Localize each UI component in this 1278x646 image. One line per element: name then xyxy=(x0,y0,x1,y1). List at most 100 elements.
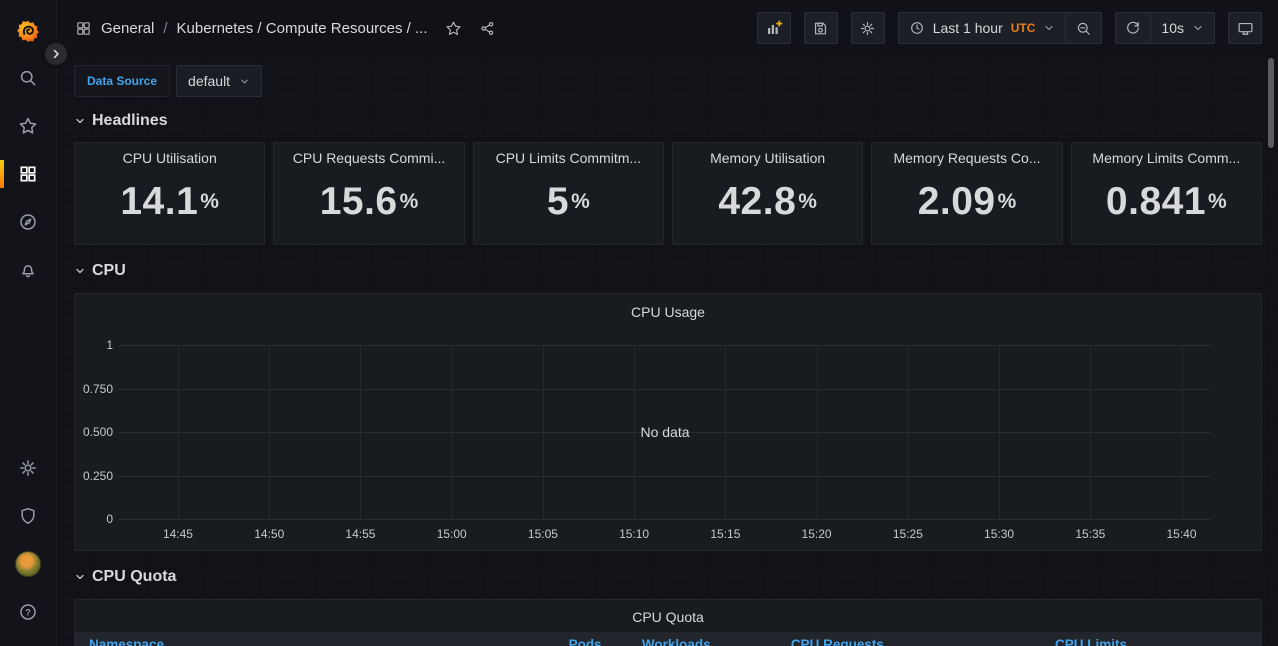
stat-panel-title: CPU Requests Commi... xyxy=(292,150,446,166)
chevron-down-icon xyxy=(74,571,86,583)
clock-icon xyxy=(910,22,923,34)
chevron-down-icon xyxy=(1043,22,1055,34)
user-avatar xyxy=(15,551,41,577)
grafana-logo[interactable] xyxy=(0,8,56,54)
sidebar-item-explore[interactable] xyxy=(0,198,56,246)
headlines-stats-row: CPU Utilisation 14.1% CPU Requests Commi… xyxy=(74,142,1262,245)
sidebar-item-search[interactable] xyxy=(0,54,56,102)
zoom-out-button[interactable] xyxy=(1066,13,1101,43)
apps-grid-icon xyxy=(75,20,92,37)
stat-panel-title: Memory Limits Comm... xyxy=(1092,150,1241,166)
chevron-down-icon xyxy=(239,76,250,87)
kiosk-mode-button[interactable] xyxy=(1228,12,1262,44)
star-dashboard-button[interactable] xyxy=(445,20,462,37)
section-title: CPU xyxy=(92,262,126,279)
shield-icon xyxy=(21,507,35,524)
breadcrumb-separator: / xyxy=(163,19,168,37)
help-circle-icon: ? xyxy=(20,604,36,620)
cpu-usage-chart-panel[interactable]: CPU Usage 1 0.750 0.500 0.250 0 xyxy=(74,293,1262,551)
column-header-pods[interactable]: Pods xyxy=(568,637,602,646)
datasource-variable-label[interactable]: Data Source xyxy=(74,65,171,97)
sidebar-item-server-admin[interactable] xyxy=(0,492,56,540)
x-tick: 15:40 xyxy=(1166,527,1197,541)
sidebar: ? xyxy=(0,0,57,646)
search-icon xyxy=(20,70,36,86)
y-tick: 0.750 xyxy=(82,381,113,396)
cpu-quota-table-panel[interactable]: CPU Quota Namespace Pods Workloads CPU R… xyxy=(74,599,1262,646)
stat-unit: % xyxy=(997,190,1017,213)
scrollbar-thumb[interactable] xyxy=(1268,58,1274,148)
monitor-icon xyxy=(1238,22,1252,35)
gear-icon xyxy=(20,460,36,476)
sidebar-item-profile[interactable] xyxy=(0,540,56,588)
x-tick: 14:55 xyxy=(345,527,376,541)
time-range-label: Last 1 hour xyxy=(932,20,1003,36)
stat-panel-title: Memory Requests Co... xyxy=(893,150,1041,166)
sidebar-item-dashboards[interactable] xyxy=(0,150,56,198)
section-header-headlines[interactable]: Headlines xyxy=(74,110,1262,132)
stat-unit: % xyxy=(399,190,419,213)
top-navbar: General / Kubernetes / Compute Resources… xyxy=(57,0,1278,56)
datasource-variable-value: default xyxy=(188,73,231,89)
dashboard-toolbar: Last 1 hour UTC xyxy=(756,12,1262,44)
chevron-down-icon xyxy=(74,115,86,127)
chart-plot-area[interactable]: No data xyxy=(119,345,1211,520)
stat-panel-title: CPU Utilisation xyxy=(122,150,217,166)
time-picker-button[interactable]: Last 1 hour UTC xyxy=(899,13,1066,43)
sidebar-item-alerting[interactable] xyxy=(0,246,56,294)
stat-value: 2.09 xyxy=(917,180,996,223)
toolbar-divider xyxy=(1065,13,1067,43)
stat-unit: % xyxy=(200,190,219,213)
sidebar-expand-button[interactable] xyxy=(45,43,67,65)
refresh-interval-dropdown[interactable]: 10s xyxy=(1151,13,1214,43)
section-title: Headlines xyxy=(92,112,168,129)
x-tick: 15:20 xyxy=(801,527,832,541)
dashboard-content: Data Source default Headlines CPU Utilis… xyxy=(57,56,1278,646)
table-header-row: Namespace Pods Workloads CPU Requests CP… xyxy=(75,632,1261,646)
breadcrumb-root[interactable]: General xyxy=(101,19,155,37)
chevron-down-icon xyxy=(74,265,86,277)
save-icon xyxy=(815,22,827,34)
column-header-cpu-requests[interactable]: CPU Requests xyxy=(790,637,884,646)
sidebar-item-settings[interactable] xyxy=(0,444,56,492)
dashboard-settings-button[interactable] xyxy=(850,12,885,44)
x-tick: 14:45 xyxy=(162,527,193,541)
save-dashboard-button[interactable] xyxy=(803,12,838,44)
refresh-button[interactable] xyxy=(1116,13,1150,43)
chevron-down-icon xyxy=(1192,22,1204,34)
refresh-icon xyxy=(1127,21,1140,34)
add-panel-icon xyxy=(767,20,783,34)
add-panel-button[interactable] xyxy=(756,12,791,44)
gear-icon xyxy=(861,21,875,35)
share-dashboard-button[interactable] xyxy=(479,20,496,37)
datasource-variable-dropdown[interactable]: default xyxy=(176,65,263,97)
stat-panel-cpu-utilisation[interactable]: CPU Utilisation 14.1% xyxy=(74,142,266,245)
stat-panel-cpu-limits[interactable]: CPU Limits Commitm... 5% xyxy=(472,142,664,245)
stat-unit: % xyxy=(798,190,817,213)
x-axis-labels: 14:45 14:50 14:55 15:00 15:05 15:10 15:1… xyxy=(119,527,1211,542)
x-tick: 14:50 xyxy=(254,527,285,541)
x-tick: 15:10 xyxy=(619,527,650,541)
zoom-out-icon xyxy=(1078,22,1091,35)
y-tick: 0 xyxy=(106,512,113,526)
refresh-group: 10s xyxy=(1115,12,1215,44)
column-header-cpu-limits[interactable]: CPU Limits xyxy=(1054,637,1127,646)
column-header-workloads[interactable]: Workloads xyxy=(641,637,711,646)
stat-panel-memory-requests[interactable]: Memory Requests Co... 2.09% xyxy=(871,142,1063,245)
sidebar-item-starred[interactable] xyxy=(0,102,56,150)
breadcrumb-path[interactable]: Kubernetes / Compute Resources / ... xyxy=(176,19,428,37)
bell-icon xyxy=(22,265,34,278)
star-outline-icon xyxy=(445,21,461,35)
stat-unit: % xyxy=(571,190,590,213)
column-header-namespace[interactable]: Namespace xyxy=(89,637,165,646)
stat-panel-cpu-requests[interactable]: CPU Requests Commi... 15.6% xyxy=(273,142,465,245)
stat-value: 14.1 xyxy=(120,180,199,223)
no-data-message: No data xyxy=(640,424,690,440)
stat-panel-memory-utilisation[interactable]: Memory Utilisation 42.8% xyxy=(671,142,864,245)
section-header-cpu-quota[interactable]: CPU Quota xyxy=(74,566,1262,588)
dashboards-grid-icon xyxy=(20,166,36,182)
stat-panel-memory-limits[interactable]: Memory Limits Comm... 0.841% xyxy=(1070,142,1262,245)
sidebar-item-help[interactable]: ? xyxy=(0,588,56,636)
time-picker-group: Last 1 hour UTC xyxy=(897,12,1103,44)
section-header-cpu[interactable]: CPU xyxy=(74,260,1262,282)
